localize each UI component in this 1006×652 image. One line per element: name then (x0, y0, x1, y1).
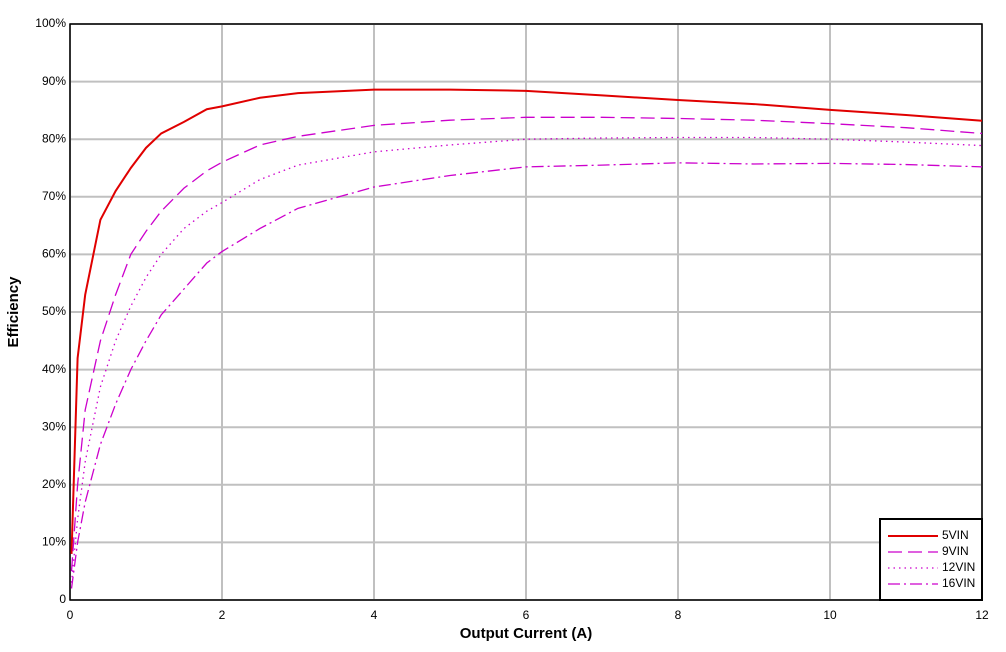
x-axis-title: Output Current (A) (460, 625, 592, 642)
legend-box (879, 518, 983, 601)
x-tick-label: 12 (975, 608, 989, 622)
series-line (70, 88, 983, 554)
legend-label: 5VIN (942, 528, 969, 542)
x-tick-label: 10 (823, 608, 837, 622)
y-tick-label: 20% (42, 477, 66, 491)
y-tick-label: 80% (42, 131, 66, 145)
y-tick-label: 100% (35, 16, 66, 30)
x-tick-label: 8 (675, 608, 682, 622)
y-tick-label: 40% (42, 362, 66, 376)
x-tick-label: 0 (67, 608, 74, 622)
x-tick-label: 6 (523, 608, 530, 622)
y-tick-label: 0 (59, 592, 66, 606)
y-tick-label: 50% (42, 304, 66, 318)
legend-label: 16VIN (942, 576, 975, 590)
x-tick-label: 4 (371, 608, 378, 622)
y-tick-label: 30% (42, 419, 66, 433)
y-tick-label: 10% (42, 535, 66, 549)
y-tick-label: 60% (42, 247, 66, 261)
y-tick-label: 70% (42, 189, 66, 203)
plot-frame (69, 23, 983, 601)
x-tick-label: 2 (219, 608, 226, 622)
y-axis-title: Efficiency (5, 276, 22, 348)
legend-label: 12VIN (942, 560, 975, 574)
series-line (70, 162, 983, 589)
series-line (70, 136, 983, 583)
y-tick-label: 90% (42, 74, 66, 88)
legend-label: 9VIN (942, 544, 969, 558)
